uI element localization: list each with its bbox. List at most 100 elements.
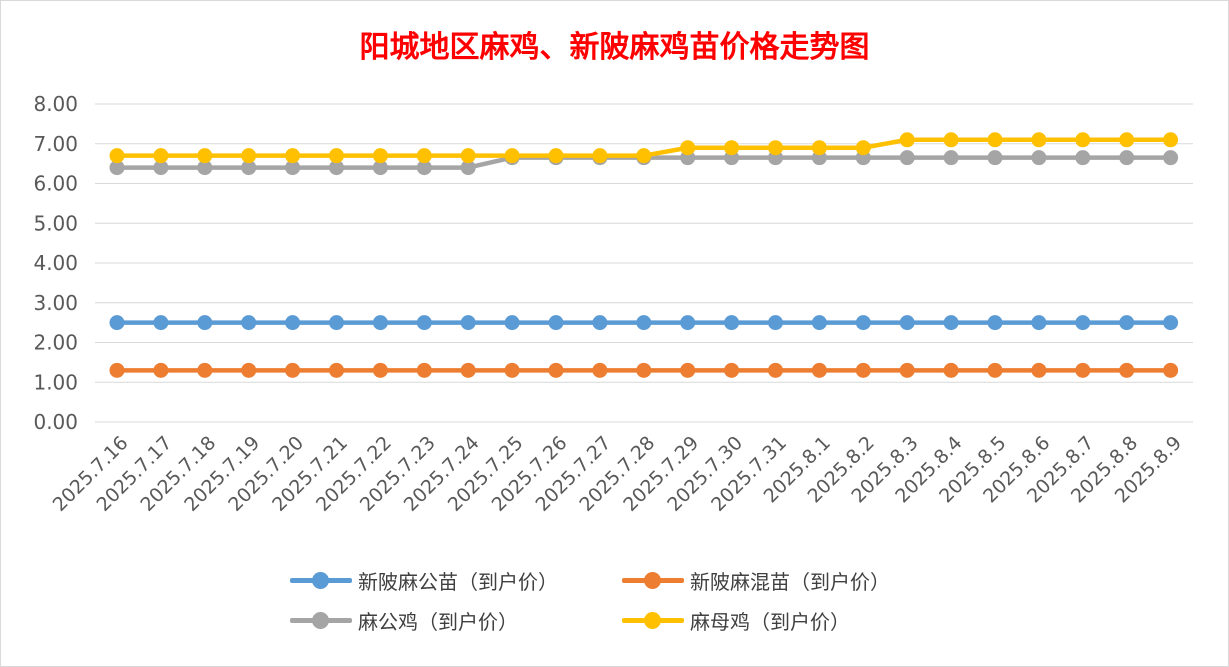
data-point xyxy=(285,362,301,378)
legend-swatch xyxy=(622,565,684,595)
legend-label: 新陂麻混苗（到户价） xyxy=(690,569,890,594)
data-point xyxy=(943,132,959,148)
legend-marker xyxy=(312,612,329,629)
data-point xyxy=(943,315,959,331)
data-point xyxy=(768,140,783,156)
data-point xyxy=(1119,132,1135,148)
data-point xyxy=(109,148,125,164)
data-point xyxy=(680,362,696,378)
data-point xyxy=(1031,362,1047,378)
data-point xyxy=(636,315,652,331)
data-point xyxy=(987,362,1003,378)
data-point xyxy=(548,362,564,378)
legend-marker xyxy=(644,572,661,589)
data-point xyxy=(329,148,344,164)
y-tick-label: 3.00 xyxy=(33,291,78,315)
data-point xyxy=(241,315,257,331)
y-tick-label: 2.00 xyxy=(33,331,78,355)
data-point xyxy=(1075,315,1091,331)
data-point xyxy=(197,315,213,331)
data-point xyxy=(592,148,608,164)
data-point xyxy=(592,362,608,378)
legend-item: 麻公鸡（到户价） xyxy=(290,605,518,635)
data-point xyxy=(109,315,125,331)
series-1 xyxy=(109,315,1179,331)
data-point xyxy=(285,160,301,176)
data-point xyxy=(899,362,915,378)
y-tick-label: 5.00 xyxy=(33,211,78,235)
data-point xyxy=(636,148,652,164)
data-point xyxy=(943,150,959,166)
data-point xyxy=(109,160,125,176)
data-point xyxy=(153,315,169,331)
y-tick-label: 1.00 xyxy=(33,370,78,394)
data-point xyxy=(1119,315,1135,331)
legend-swatch xyxy=(622,605,684,635)
data-point xyxy=(109,362,125,378)
legend-item: 新陂麻混苗（到户价） xyxy=(622,565,890,595)
data-point xyxy=(987,132,1003,148)
data-point xyxy=(548,148,564,164)
legend-marker xyxy=(312,572,329,589)
legend-swatch xyxy=(290,565,352,595)
data-point xyxy=(1031,132,1047,148)
data-point xyxy=(1163,132,1179,148)
y-tick-label: 7.00 xyxy=(33,132,78,156)
chart-title: 阳城地区麻鸡、新陂麻鸡苗价格走势图 xyxy=(359,30,870,65)
data-point xyxy=(811,140,827,156)
data-point xyxy=(197,362,213,378)
data-point xyxy=(1163,315,1179,331)
legend-label: 麻公鸡（到户价） xyxy=(358,609,518,634)
data-point xyxy=(1119,362,1135,378)
data-point xyxy=(811,362,827,378)
data-point xyxy=(1075,132,1091,148)
data-point xyxy=(855,362,871,378)
data-point xyxy=(899,315,915,331)
data-point xyxy=(680,315,696,331)
series-2 xyxy=(109,362,1179,378)
data-point xyxy=(504,362,520,378)
data-point xyxy=(724,362,740,378)
legend-label: 新陂麻公苗（到户价） xyxy=(358,569,558,594)
data-point xyxy=(899,150,915,166)
x-axis: 2025.7.162025.7.172025.7.182025.7.192025… xyxy=(49,432,1187,516)
data-point xyxy=(372,160,388,176)
y-tick-label: 8.00 xyxy=(33,92,78,116)
data-point xyxy=(1075,150,1091,166)
data-point xyxy=(416,160,432,176)
data-point xyxy=(372,362,388,378)
data-point xyxy=(1119,150,1135,166)
data-point xyxy=(329,160,344,176)
y-tick-label: 6.00 xyxy=(33,172,78,196)
data-point xyxy=(460,315,476,331)
data-point xyxy=(1163,362,1179,378)
data-point xyxy=(680,140,696,156)
legend-swatch xyxy=(290,605,352,635)
data-point xyxy=(460,148,476,164)
data-point xyxy=(1031,315,1047,331)
data-point xyxy=(241,148,257,164)
data-point xyxy=(768,362,783,378)
data-point xyxy=(943,362,959,378)
data-point xyxy=(372,148,388,164)
data-point xyxy=(768,315,783,331)
data-point xyxy=(855,315,871,331)
legend-marker xyxy=(644,612,661,629)
data-point xyxy=(1163,150,1179,166)
data-point xyxy=(460,160,476,176)
data-point xyxy=(197,148,213,164)
data-point xyxy=(285,148,301,164)
data-point xyxy=(1075,362,1091,378)
data-point xyxy=(899,132,915,148)
data-point xyxy=(372,315,388,331)
data-point xyxy=(329,362,344,378)
data-point xyxy=(197,160,213,176)
data-point xyxy=(460,362,476,378)
data-point xyxy=(416,362,432,378)
gridlines xyxy=(95,103,1193,423)
data-point xyxy=(811,315,827,331)
y-axis: 0.00 1.00 2.00 3.00 4.00 5.00 6.00 7.00 8.00 xyxy=(33,92,78,434)
data-point xyxy=(416,315,432,331)
